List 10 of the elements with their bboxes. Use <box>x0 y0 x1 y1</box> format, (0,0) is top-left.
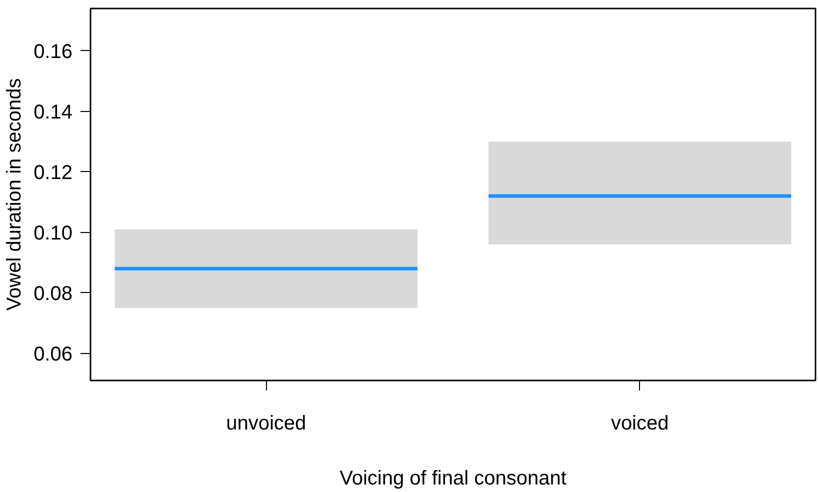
x-tick-label: unvoiced <box>226 412 306 434</box>
x-axis-title: Voicing of final consonant <box>340 468 567 490</box>
y-tick-label: 0.10 <box>34 222 73 244</box>
y-tick-label: 0.14 <box>34 101 73 124</box>
y-tick-label: 0.08 <box>34 282 73 305</box>
y-axis-title: Vowel duration in seconds <box>4 78 26 311</box>
y-tick-label: 0.12 <box>34 162 73 184</box>
y-tick-label: 0.06 <box>34 343 73 366</box>
y-tick-label: 0.16 <box>34 40 73 63</box>
x-tick-label: voiced <box>610 412 669 434</box>
